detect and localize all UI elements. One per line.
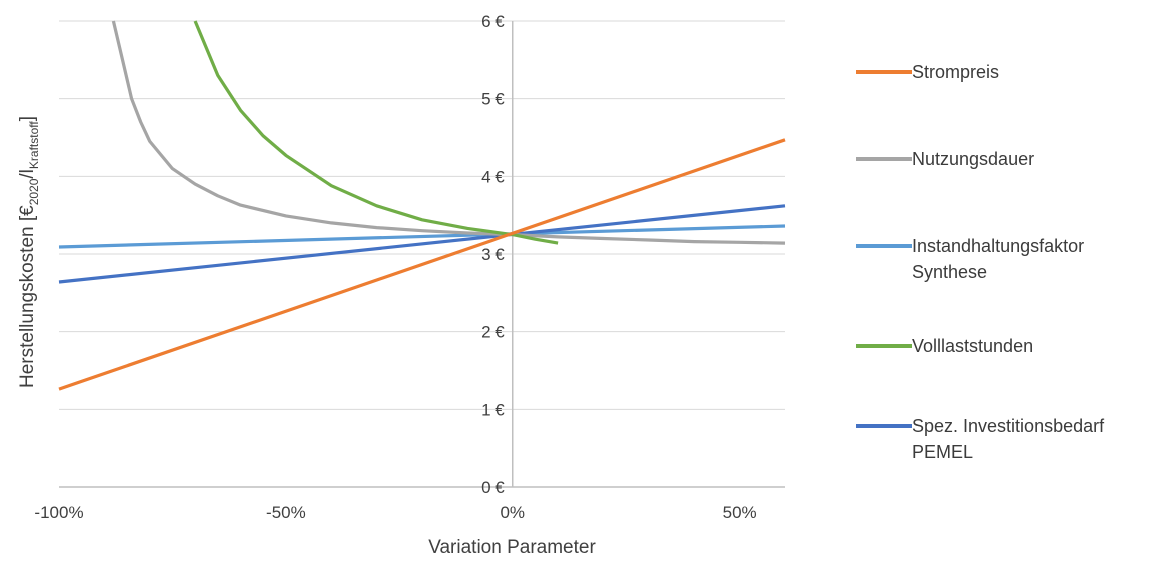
y-tick-label-5: 5 €	[481, 90, 505, 109]
legend-swatch-3	[856, 344, 912, 348]
legend-item-1: Nutzungsdauer	[856, 146, 1034, 172]
series-line-strompreis	[58, 138, 786, 391]
legend-label-line-3-0: Volllaststunden	[912, 336, 1034, 356]
x-axis-label: Variation Parameter	[428, 537, 596, 558]
legend-label-line-2-0: Instandhaltungsfaktor	[912, 236, 1085, 256]
y-axis-label-sub2: Kraftstoff	[27, 121, 41, 169]
y-tick-label-1: 1 €	[481, 400, 505, 419]
legend-label-4: Spez. Investitionsbedarf PEMEL	[912, 413, 1104, 465]
y-axis-label-mid: /l	[17, 169, 38, 179]
gridlines	[59, 20, 785, 410]
x-tick-label-0: -100%	[34, 503, 83, 522]
y-axis-label-sub1: 2020	[27, 178, 41, 205]
legend-item-3: Volllaststunden	[856, 333, 1033, 359]
y-tick-label-0: 0 €	[481, 478, 505, 497]
y-axis-label-end: ]	[17, 116, 38, 121]
y-tick-label-4: 4 €	[481, 167, 505, 186]
legend-item-0: Strompreis	[856, 59, 999, 85]
legend-label-line-1-0: Nutzungsdauer	[912, 149, 1035, 169]
y-tick-label-2: 2 €	[481, 323, 505, 342]
y-tick-label-3: 3 €	[481, 245, 505, 264]
legend-item-4: Spez. Investitionsbedarf PEMEL	[856, 413, 1104, 465]
series-line-volllaststunden	[193, 20, 559, 245]
legend-label-line-2-1: Synthese	[912, 262, 988, 282]
y-axis-label-main: Herstellungskosten [€	[17, 205, 38, 388]
legend-label-line-0-0: Strompreis	[912, 62, 1000, 82]
legend-label-1: Nutzungsdauer	[912, 146, 1034, 172]
x-tick-label-3: 50%	[723, 503, 757, 522]
legend-swatch-4	[856, 424, 912, 428]
x-tick-label-2: 0%	[500, 503, 525, 522]
y-axis-label: Herstellungskosten [€2020/lKraftstoff]	[17, 116, 41, 388]
series-line-instandhaltungsfaktor-synthese	[58, 224, 786, 249]
legend-label-line-4-1: PEMEL	[912, 442, 974, 462]
x-tick-label-1: -50%	[266, 503, 306, 522]
legend-label-3: Volllaststunden	[912, 333, 1033, 359]
series-line-nutzungsdauer	[111, 20, 786, 245]
series-line-spez-investitionsbedarf-pemel	[58, 204, 786, 284]
y-tick-label-6: 6 €	[481, 12, 505, 31]
y-tick-labels: 0 € 1 € 2 € 3 € 4 € 5 € 6 €	[481, 12, 505, 497]
series-group	[58, 20, 786, 391]
legend-item-2: Instandhaltungsfaktor Synthese	[856, 233, 1084, 285]
legend-swatch-0	[856, 70, 912, 74]
legend-swatch-1	[856, 157, 912, 161]
axes	[59, 21, 785, 488]
legend-swatch-2	[856, 244, 912, 248]
x-tick-labels: -100% -50% 0% 50%	[34, 503, 756, 522]
legend-label-line-4-0: Spez. Investitionsbedarf	[912, 416, 1105, 436]
legend-label-2: Instandhaltungsfaktor Synthese	[912, 233, 1084, 285]
legend-label-0: Strompreis	[912, 59, 999, 85]
